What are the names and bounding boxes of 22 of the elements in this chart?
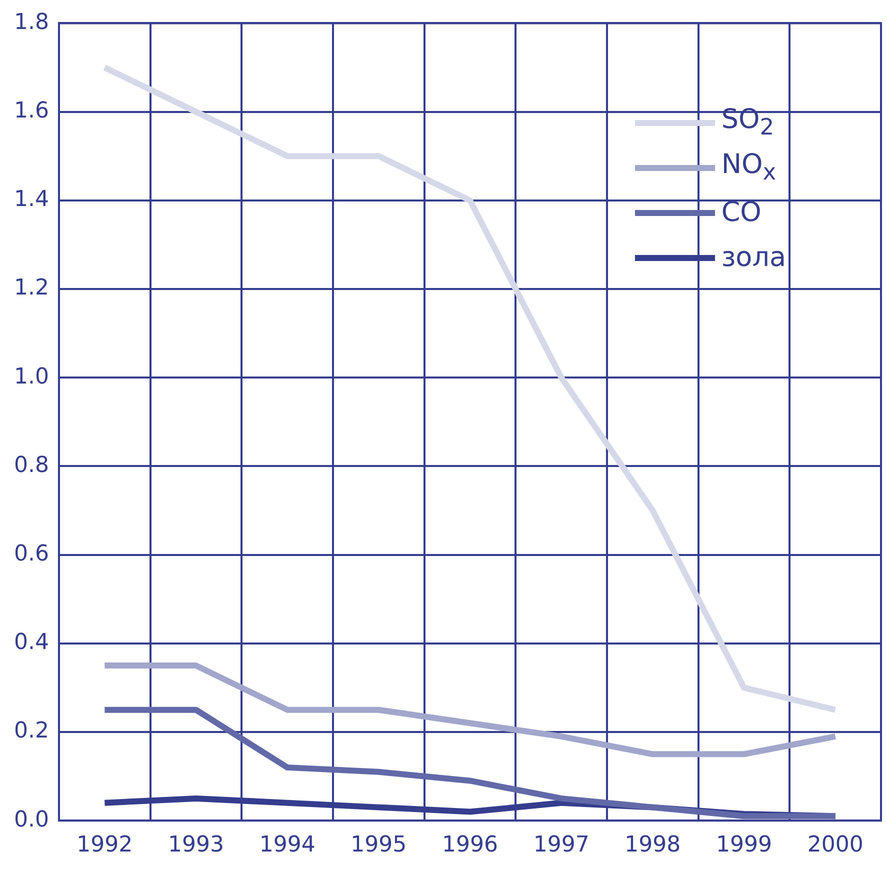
x-tick-label: 1992 (76, 832, 133, 858)
y-tick-label: 0.2 (14, 718, 49, 744)
y-tick-label: 0.0 (14, 807, 49, 832)
x-tick-label: 1996 (442, 832, 498, 858)
legend-label: NO$_{x}$ (721, 149, 776, 186)
y-tick-label: 1.6 (14, 98, 49, 124)
legend-label: зола (721, 242, 786, 273)
y-tick-label: 0.8 (14, 452, 49, 478)
y-tick-label: 1.2 (14, 276, 49, 301)
y-tick-label: 0.4 (14, 630, 49, 656)
y-tick-label: 1.4 (14, 187, 49, 212)
y-tick-label: 1.8 (14, 10, 49, 35)
x-tick-label: 1999 (716, 832, 772, 858)
x-tick-label: 1995 (350, 832, 407, 858)
x-tick-label: 2000 (807, 832, 864, 858)
x-tick-label: 1998 (624, 832, 681, 858)
y-tick-label: 0.6 (14, 542, 49, 567)
x-tick-label: 1997 (533, 832, 590, 858)
y-tick-label: 1.0 (14, 364, 49, 390)
x-tick-label: 1994 (259, 832, 316, 858)
x-tick-label: 1993 (168, 832, 224, 858)
legend-label: CO (721, 197, 762, 228)
